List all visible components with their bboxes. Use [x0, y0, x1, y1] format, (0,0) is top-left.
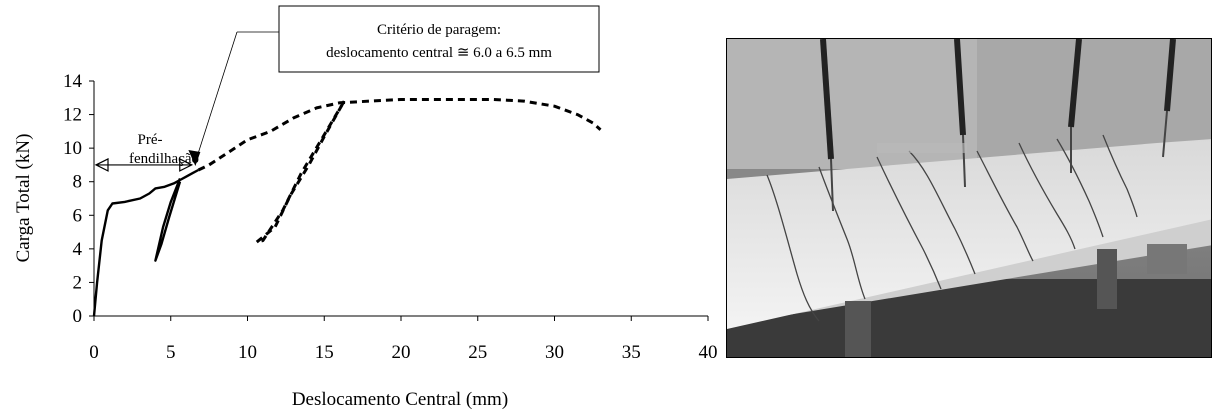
y-tick-label: 4 [73, 239, 83, 260]
x-tick-label: 25 [468, 342, 487, 363]
x-tick-label: 15 [315, 342, 334, 363]
load-displacement-chart: 0 5 10 15 20 25 30 35 40 0 2 4 6 8 10 12 14 Pré- fendilh… [13, 5, 718, 410]
chart-annotations: Pré- fendilhação Critério de paragem: de… [94, 5, 600, 172]
x-axis-label: Deslocamento Central (mm) [292, 389, 508, 410]
stop-criterion-arrow-head [188, 149, 201, 166]
y-tick-label: 8 [73, 172, 83, 193]
stop-criterion-box [278, 5, 600, 73]
x-tick-label: 0 [89, 342, 99, 363]
chart-axes: 0 5 10 15 20 25 30 35 40 0 2 4 6 8 10 12 14 [63, 71, 718, 363]
load-curve-segment-2 [154, 177, 182, 262]
stop-criterion-line2: deslocamento central ≅ 6.0 a 6.5 mm [326, 45, 552, 61]
pre-cracking-label-line2: fendilhação [129, 151, 199, 167]
y-axis-label: Carga Total (kN) [13, 134, 34, 263]
y-tick-label: 6 [73, 205, 83, 226]
y-tick-label: 14 [63, 71, 83, 92]
x-tick-label: 5 [166, 342, 176, 363]
pre-cracking-arrow-head-left [94, 157, 109, 172]
load-curve-segment-4 [255, 100, 346, 244]
load-curve-segment-3 [197, 98, 602, 172]
x-tick-label: 10 [238, 342, 257, 363]
load-curve-segment-1 [92, 168, 199, 317]
x-tick-label: 35 [622, 342, 641, 363]
stop-criterion-line1: Critério de paragem: [377, 22, 501, 38]
pre-cracking-label-line1: Pré- [138, 132, 163, 148]
chart-series [92, 98, 602, 317]
y-tick-label: 0 [73, 306, 83, 327]
pre-cracking-arrow-head-right [179, 157, 194, 172]
y-tick-label: 12 [63, 105, 82, 126]
y-tick-label: 10 [63, 138, 82, 159]
x-tick-label: 30 [545, 342, 564, 363]
x-tick-label: 40 [699, 342, 718, 363]
y-tick-label: 2 [73, 272, 83, 293]
stop-criterion-pointer-line [194, 31, 238, 163]
x-tick-label: 20 [392, 342, 411, 363]
beam-test-photo [726, 38, 1212, 358]
